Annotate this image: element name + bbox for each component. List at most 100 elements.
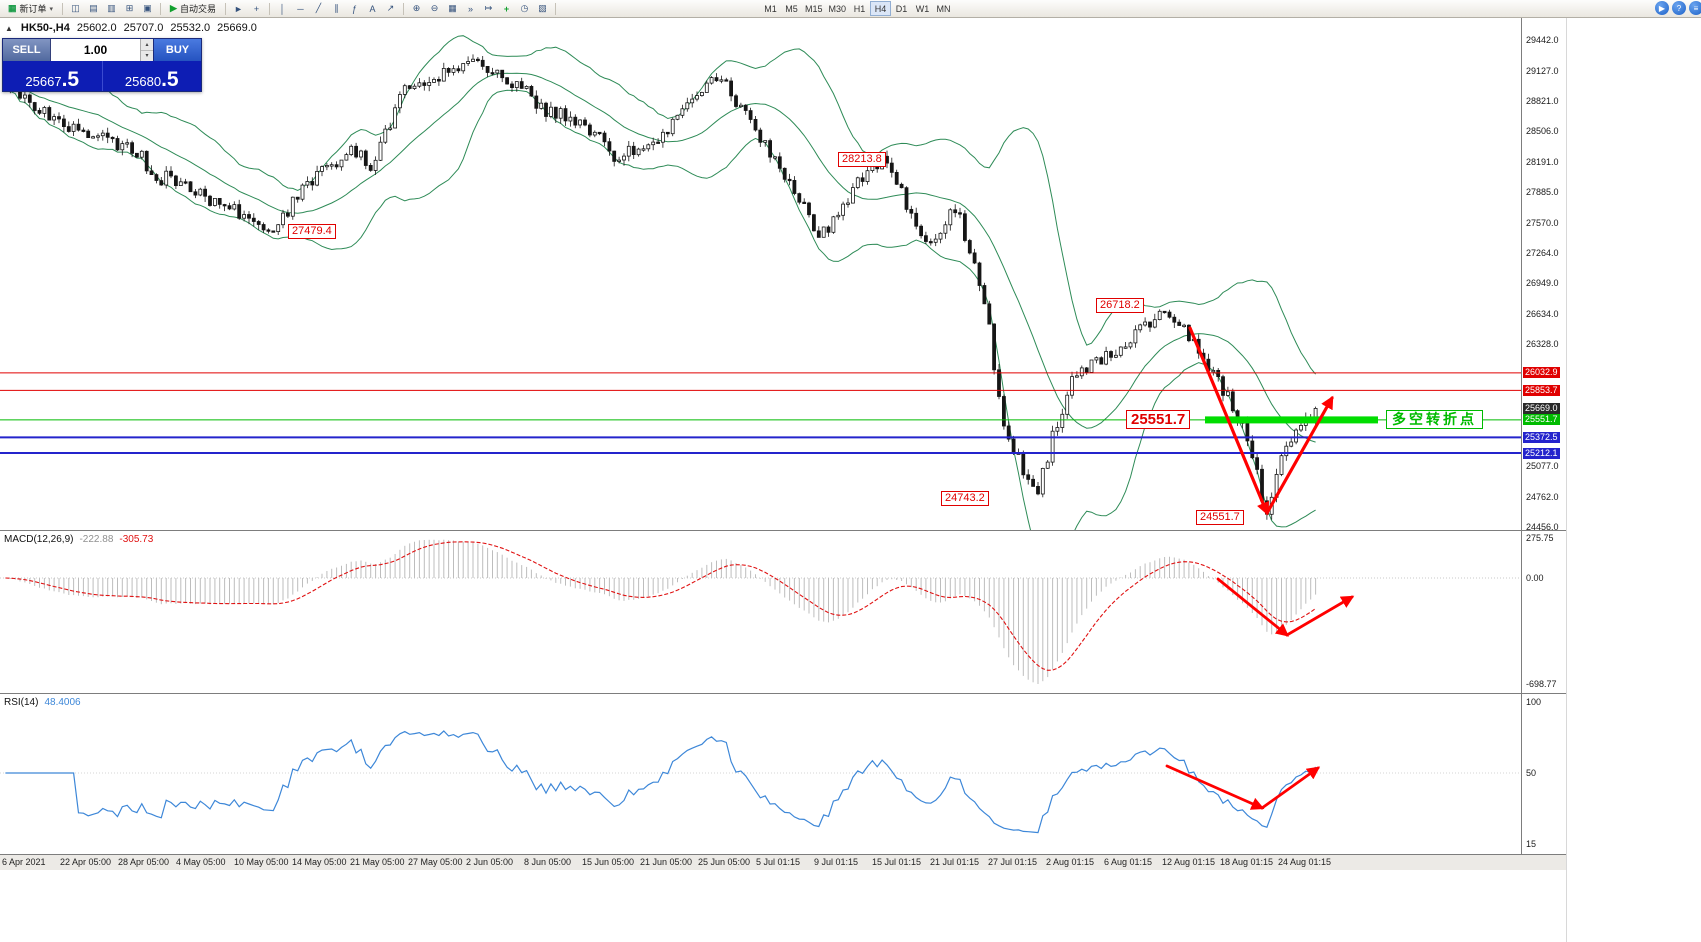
price-annotation[interactable]: 24743.2 bbox=[941, 490, 989, 506]
overflow-icon[interactable]: ≡ bbox=[1689, 1, 1701, 15]
price-scale-label: 28821.0 bbox=[1526, 95, 1559, 106]
panel-separator[interactable] bbox=[0, 854, 1566, 855]
price-scale-label: 24762.0 bbox=[1526, 491, 1559, 502]
macd-name: MACD(12,26,9) bbox=[4, 534, 74, 545]
macd-trend-arrows[interactable] bbox=[1216, 577, 1355, 637]
new-order-icon: ▦ bbox=[8, 3, 17, 13]
timeframe-m5-button[interactable]: M5 bbox=[781, 1, 802, 16]
rsi-indicator-label: RSI(14) 48.4006 bbox=[4, 697, 81, 708]
price-tag: 25853.7 bbox=[1523, 384, 1560, 396]
date-label: 28 Apr 05:00 bbox=[118, 857, 170, 867]
arrow-tools-icon[interactable]: ↗ bbox=[382, 1, 399, 16]
horizontal-line-icon[interactable]: ─ bbox=[292, 1, 309, 16]
auto-trading-button-label: 自动交易 bbox=[179, 4, 216, 14]
navigator-icon[interactable]: ⊞ bbox=[121, 1, 138, 16]
lot-size-field[interactable]: 1.00 ▴ ▾ bbox=[51, 39, 153, 61]
timeframe-m1-button[interactable]: M1 bbox=[760, 1, 781, 16]
panel-separator[interactable] bbox=[0, 530, 1566, 531]
chart-symbol-period: HK50-,H4 bbox=[20, 22, 70, 34]
panel-separator[interactable] bbox=[0, 693, 1566, 694]
rsi-panel[interactable] bbox=[0, 694, 1521, 854]
zoom-out-icon[interactable]: ⊖ bbox=[426, 1, 443, 16]
toolbar-separator bbox=[160, 2, 162, 15]
text-label-icon[interactable]: A bbox=[364, 1, 381, 16]
time-axis[interactable]: 6 Apr 2021 22 Apr 05:00 28 Apr 05:00 4 May … bbox=[0, 855, 1566, 870]
equidistant-channel-icon[interactable]: ∥ bbox=[328, 1, 345, 16]
timeframe-d1-button[interactable]: D1 bbox=[891, 1, 912, 16]
community-icon[interactable]: ▶ bbox=[1655, 1, 1669, 15]
new-order-button[interactable]: ▦ 新订单 ▾ bbox=[3, 1, 58, 16]
fibonacci-icon[interactable]: ƒ bbox=[346, 1, 363, 16]
price-scale-label: 29442.0 bbox=[1526, 34, 1559, 45]
timeframe-m30-button[interactable]: M30 bbox=[826, 1, 850, 16]
chart-window-icon[interactable]: ◫ bbox=[67, 1, 84, 16]
buy-button[interactable]: BUY bbox=[153, 39, 201, 61]
date-label: 14 May 05:00 bbox=[292, 857, 347, 867]
help-icon[interactable]: ? bbox=[1672, 1, 1686, 15]
sell-price[interactable]: 25667.5 bbox=[3, 61, 103, 91]
date-label: 25 Jun 05:00 bbox=[698, 857, 751, 867]
bollinger-bands bbox=[4, 35, 1316, 530]
trend-arrows[interactable] bbox=[1188, 326, 1334, 516]
sell-price-int: 25667 bbox=[25, 74, 62, 89]
macd-signal-value: -305.73 bbox=[119, 534, 154, 545]
tile-windows-icon[interactable]: ▦ bbox=[444, 1, 461, 16]
horizontal-level-lines[interactable] bbox=[0, 372, 1521, 454]
trendline-icon[interactable]: ╱ bbox=[310, 1, 327, 16]
lot-size-value[interactable]: 1.00 bbox=[83, 43, 108, 57]
main-price-chart[interactable] bbox=[0, 17, 1521, 530]
macd-histogram bbox=[9, 539, 1317, 684]
date-label: 9 Jul 01:15 bbox=[814, 857, 859, 867]
macd-panel[interactable] bbox=[0, 531, 1521, 693]
date-label: 2 Aug 01:15 bbox=[1046, 857, 1095, 867]
market-watch-icon[interactable]: ▥ bbox=[103, 1, 120, 16]
lot-increase-icon[interactable]: ▴ bbox=[141, 39, 153, 51]
date-label: 21 May 05:00 bbox=[350, 857, 405, 867]
auto-scroll-icon[interactable]: » bbox=[462, 1, 479, 16]
thick-green-level-segment[interactable] bbox=[1205, 416, 1378, 424]
turning-point-label[interactable]: 多空转折点 bbox=[1386, 409, 1483, 429]
sell-button[interactable]: SELL bbox=[3, 39, 51, 61]
lot-spinner: ▴ ▾ bbox=[140, 39, 153, 61]
timeframe-mn-button[interactable]: MN bbox=[933, 1, 954, 16]
price-annotation[interactable]: 27479.4 bbox=[288, 223, 336, 239]
cursor-icon[interactable]: ► bbox=[230, 1, 247, 16]
macd-scale-label: -698.77 bbox=[1526, 679, 1557, 689]
new-order-button-label: 新订单 bbox=[19, 4, 47, 14]
chart-shift-icon[interactable]: ↦ bbox=[480, 1, 497, 16]
toolbar-separator bbox=[402, 2, 404, 15]
periods-icon[interactable]: ◷ bbox=[516, 1, 533, 16]
price-annotation[interactable]: 26718.2 bbox=[1096, 297, 1144, 313]
price-annotation[interactable]: 24551.7 bbox=[1196, 509, 1244, 525]
date-label: 5 Jul 01:15 bbox=[756, 857, 801, 867]
price-scale-label: 28191.0 bbox=[1526, 157, 1559, 168]
crosshair-icon[interactable]: + bbox=[248, 1, 265, 16]
price-annotation[interactable]: 25551.7 bbox=[1126, 409, 1191, 429]
date-label: 2 Jun 05:00 bbox=[466, 857, 514, 867]
vertical-line-icon[interactable]: │ bbox=[274, 1, 291, 16]
auto-trading-button[interactable]: ▶ 自动交易 bbox=[165, 1, 221, 16]
price-annotation[interactable]: 28213.8 bbox=[838, 151, 886, 167]
timeframe-h1-button[interactable]: H1 bbox=[849, 1, 870, 16]
timeframe-w1-button[interactable]: W1 bbox=[912, 1, 933, 16]
lot-decrease-icon[interactable]: ▾ bbox=[141, 50, 153, 61]
rsi-scale-label: 15 bbox=[1526, 839, 1537, 849]
rsi-trend-arrows[interactable] bbox=[1165, 764, 1321, 810]
timeframe-m15-button[interactable]: M15 bbox=[802, 1, 826, 16]
price-scale-label: 28506.0 bbox=[1526, 126, 1559, 137]
zoom-in-icon[interactable]: ⊕ bbox=[408, 1, 425, 16]
templates-icon[interactable]: ▧ bbox=[534, 1, 551, 16]
price-tag: 26032.9 bbox=[1523, 367, 1560, 379]
date-label: 8 Jun 05:00 bbox=[524, 857, 572, 867]
timeframe-h4-button[interactable]: H4 bbox=[870, 1, 892, 16]
price-scale[interactable]: 29442.0 29127.0 28821.0 28506.0 28191.0 27885… bbox=[1521, 17, 1566, 855]
price-tag: 25372.5 bbox=[1523, 431, 1560, 443]
terminal-icon[interactable]: ▣ bbox=[139, 1, 156, 16]
buy-price[interactable]: 25680.5 bbox=[103, 61, 202, 91]
price-scale-label: 26949.0 bbox=[1526, 278, 1559, 289]
chart-window[interactable]: 29442.0 29127.0 28821.0 28506.0 28191.0 27885… bbox=[0, 17, 1567, 942]
date-label: 24 Aug 01:15 bbox=[1278, 857, 1332, 867]
profiles-icon[interactable]: ▤ bbox=[85, 1, 102, 16]
indicators-list-icon[interactable]: + bbox=[498, 1, 515, 16]
one-click-collapse-icon[interactable]: ▲ bbox=[5, 23, 13, 33]
